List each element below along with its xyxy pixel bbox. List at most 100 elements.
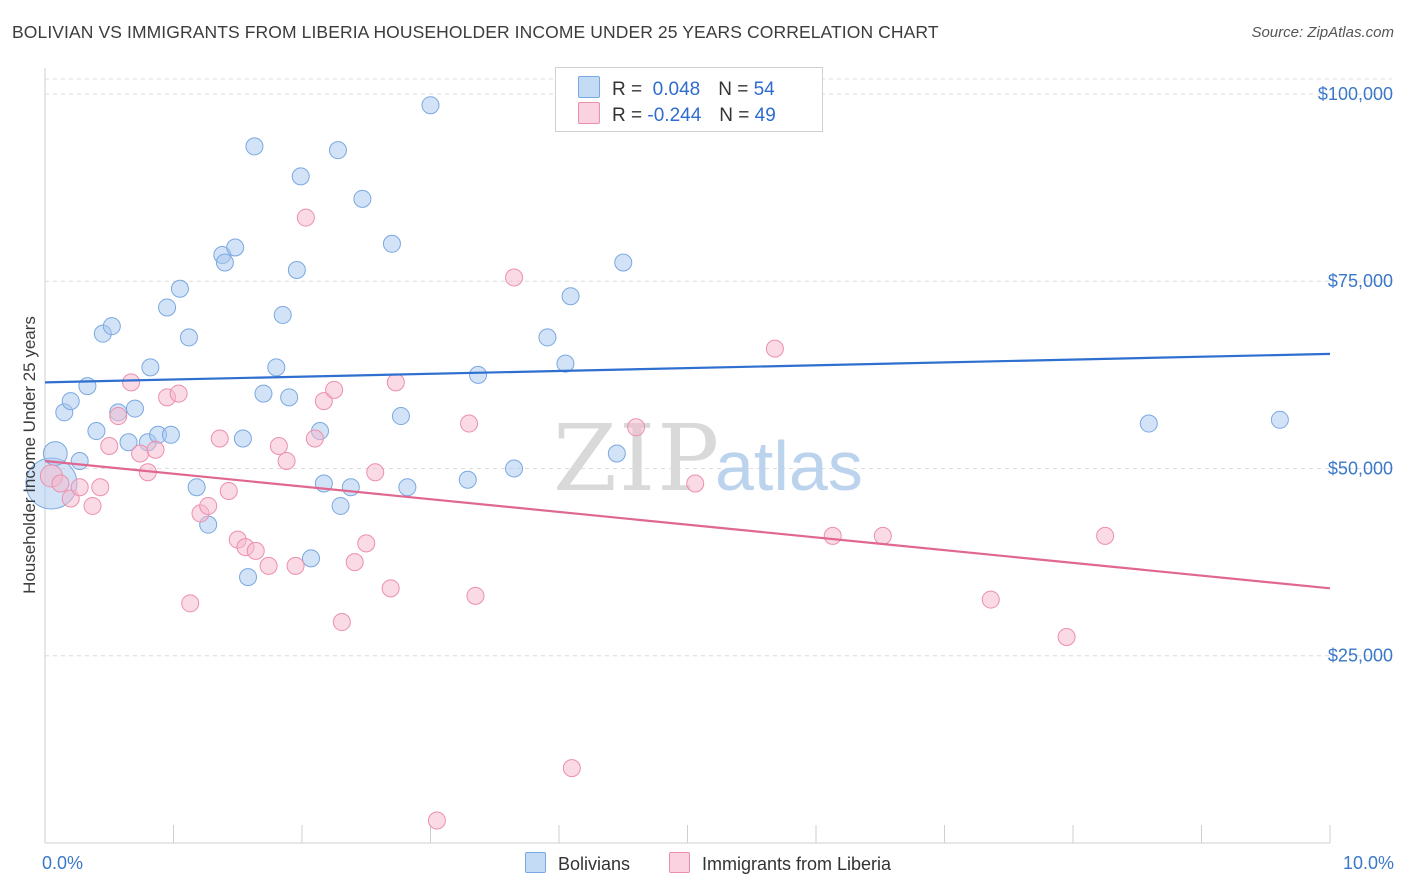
bolivians-point — [469, 365, 488, 384]
liberia-point — [246, 541, 265, 560]
bolivians-point — [1270, 410, 1289, 429]
bolivians-point — [353, 189, 372, 208]
liberia-point — [131, 444, 150, 463]
legend-r-value: 0.048 — [652, 79, 701, 100]
x-tick-label-min: 0.0% — [42, 853, 83, 873]
liberia-point — [823, 526, 842, 545]
liberia-point — [460, 414, 479, 433]
liberia-point — [122, 373, 141, 392]
bolivians-point — [245, 137, 264, 156]
y-tick-label: $25,000 — [1328, 646, 1393, 666]
correlation-legend: R = 0.048 N = 54 R = -0.244 N = 49 — [555, 67, 823, 132]
x-tick-label-max: 10.0% — [1343, 853, 1394, 873]
liberia-point — [562, 759, 581, 778]
liberia-point — [199, 496, 218, 515]
bolivians-point — [215, 253, 234, 272]
liberia-point — [1096, 526, 1115, 545]
bolivians-point — [331, 496, 350, 515]
bolivians-point — [538, 328, 557, 347]
bolivians-point — [254, 384, 273, 403]
bolivians-point — [119, 433, 138, 452]
bolivians-point — [78, 377, 97, 396]
chart-title: BOLIVIAN VS IMMIGRANTS FROM LIBERIA HOUS… — [12, 22, 939, 42]
bottom-legend-swatch-liberia — [669, 852, 690, 873]
source-label: Source: ZipAtlas.com — [1251, 24, 1394, 41]
bolivians-point — [556, 354, 575, 373]
legend-r-label: R = — [612, 79, 643, 100]
liberia-point — [269, 437, 288, 456]
liberia-point — [325, 380, 344, 399]
bolivians-trend-line — [44, 352, 1331, 384]
bolivians-point — [61, 392, 80, 411]
bolivians-point — [187, 478, 206, 497]
bolivians-point — [87, 422, 106, 441]
bottom-legend-label: Immigrants from Liberia — [702, 854, 892, 874]
liberia-point — [210, 429, 229, 448]
watermark-atlas: atlas — [715, 427, 863, 505]
bottom-legend-label: Bolivians — [558, 854, 631, 874]
liberia-point — [765, 339, 784, 358]
liberia-point — [83, 496, 102, 515]
y-tick-label: $100,000 — [1318, 84, 1393, 104]
bolivians-point — [267, 358, 286, 377]
liberia-point — [259, 556, 278, 575]
liberia-point — [277, 452, 296, 470]
bolivians-point — [280, 388, 299, 407]
liberia-point — [219, 481, 238, 500]
tick-labels: $25,000 $50,000 $75,000 $100,000 0.0% 10.0% — [42, 84, 1394, 873]
liberia-point — [357, 534, 376, 553]
legend-row-liberia: R = -0.244 N = 49 — [578, 102, 776, 128]
legend-n-label: N = — [718, 79, 749, 100]
legend-r-value: -0.244 — [647, 105, 702, 126]
liberia-point — [686, 474, 705, 493]
bolivians-point — [421, 96, 440, 115]
bottom-legend-swatch-bolivians — [525, 852, 546, 873]
liberia-point — [51, 474, 70, 493]
liberia-point — [305, 429, 324, 448]
liberia-point — [386, 373, 405, 392]
bolivians-point — [158, 298, 177, 317]
bolivians-point — [1139, 414, 1158, 433]
bolivians-point — [287, 261, 306, 279]
bolivians-point — [391, 407, 410, 426]
liberia-point — [169, 384, 188, 403]
liberia-trend-line — [44, 459, 1331, 590]
bolivians-point — [141, 358, 160, 377]
bolivians-point — [102, 317, 121, 336]
legend-n-label: N = — [719, 105, 750, 126]
liberia-point — [332, 613, 351, 632]
y-axis-label: Householder Income Under 25 years — [20, 316, 39, 594]
y-tick-label: $50,000 — [1328, 458, 1393, 478]
bolivians-point — [607, 444, 626, 463]
bolivians-point — [291, 167, 310, 186]
bolivians-point — [226, 238, 245, 257]
bolivians-point — [398, 478, 417, 497]
liberia-point — [181, 594, 200, 613]
bolivians-point — [70, 452, 89, 470]
bottom-legend-bolivians: Bolivians — [525, 852, 630, 875]
legend-swatch-bolivians — [578, 76, 600, 98]
bolivians-point — [458, 470, 477, 489]
watermark: ZIP atlas — [553, 405, 863, 512]
bolivians-point — [233, 429, 252, 448]
liberia-point — [100, 437, 119, 456]
liberia-point — [1057, 628, 1076, 647]
bottom-legend-liberia: Immigrants from Liberia — [669, 852, 891, 875]
bolivians-point — [125, 399, 144, 418]
liberia-point — [314, 392, 333, 411]
data-points — [25, 96, 1289, 830]
liberia-point — [627, 418, 646, 437]
liberia-point — [296, 208, 315, 227]
liberia-point — [91, 478, 110, 497]
y-tick-label: $75,000 — [1328, 271, 1393, 291]
liberia-point — [981, 590, 1000, 609]
legend-r-label: R = — [612, 105, 643, 126]
bolivians-point — [273, 305, 292, 324]
liberia-point — [70, 478, 89, 497]
legend-swatch-liberia — [578, 102, 600, 124]
bolivians-point — [382, 234, 401, 253]
liberia-point — [286, 556, 305, 575]
liberia-point — [146, 440, 165, 459]
liberia-point — [427, 811, 446, 830]
